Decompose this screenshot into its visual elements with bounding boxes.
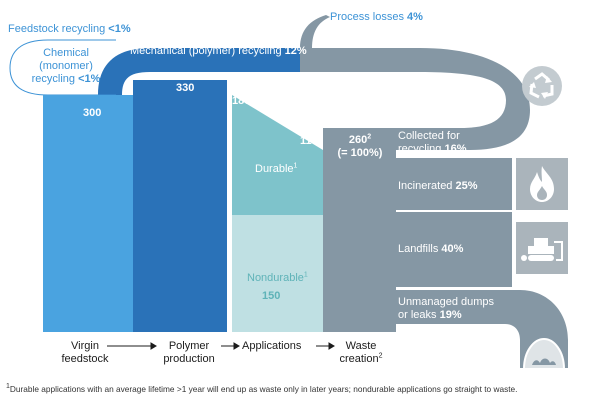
stage-waste-creation: Waste creation2 [339,340,383,365]
chemical-recycling-label: Chemical (monomer) recycling <1% [31,47,101,85]
stage-virgin-feedstock: Virgin feedstock [61,340,109,365]
unmanaged-dumps-flow [396,290,568,368]
stage-applications: Applications [242,340,302,352]
nondurable-label: Nondurable1 [247,271,308,284]
footnote: 1Durable applications with an average li… [6,383,518,394]
process-losses-label: Process losses 4% [330,11,423,23]
stage-polymer-production: Polymer production [163,340,215,365]
mechanical-recycling-flow [98,48,300,95]
applications-value: 180 [232,95,251,107]
landfills-block [396,212,512,287]
waste-creation-value: 2602 (= 100%) [337,133,383,159]
durable-applications-block [232,95,323,215]
polymer-production-bar [133,80,227,332]
landfills-label: Landfills 40% [398,243,464,255]
nondurable-value: 150 [262,290,281,302]
chemical-recycling-outline [9,39,116,96]
flame-icon [526,164,558,204]
incinerated-block [396,158,512,210]
durable-label: Durable1 [255,162,298,175]
arrow-icon [107,342,335,350]
mechanical-recycling-label: Mechanical (polymer) recycling 12% [130,45,307,57]
collected-for-recycling-label: Collected for recycling 16% [398,130,467,155]
waste-creation-bar [323,128,396,332]
unmanaged-dumps-label: Unmanaged dumps or leaks 19% [398,296,495,321]
nondurable-applications-block [232,215,323,332]
process-losses-flow [300,15,330,48]
polymer-production-value: 330 [176,82,195,94]
virgin-feedstock-bar [43,95,133,332]
virgin-feedstock-value: 300 [83,107,102,119]
recycling-loop-flow [300,48,530,150]
feedstock-recycling-label: Feedstock recycling <1% [8,23,131,35]
bulldozer-icon [520,232,564,264]
dump-icon [522,335,566,369]
recycle-icon [521,65,563,107]
durable-value: 110 [300,135,318,147]
incinerated-label: Incinerated 25% [398,180,478,192]
